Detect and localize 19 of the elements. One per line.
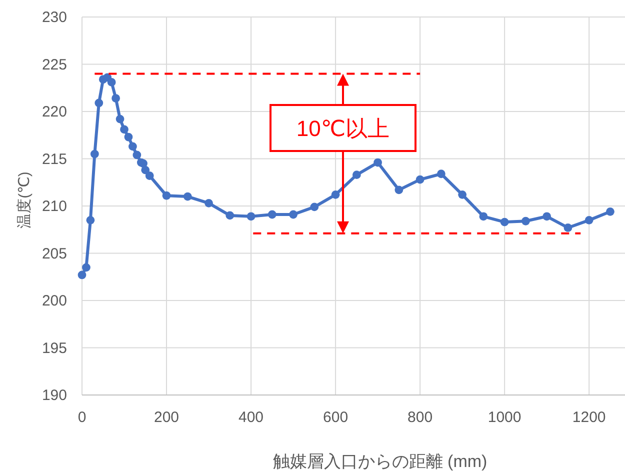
x-tick-label: 800 xyxy=(408,409,433,426)
y-tick-label: 190 xyxy=(42,387,67,404)
x-axis-title: 触媒層入口からの距離 (mm) xyxy=(272,452,488,471)
y-axis-title: 温度(℃) xyxy=(16,172,33,228)
x-tick-label: 400 xyxy=(238,409,264,426)
x-tick-label: 200 xyxy=(154,409,180,426)
y-tick-label: 220 xyxy=(42,104,67,120)
x-tick-label: 600 xyxy=(323,409,348,426)
y-tick-label: 230 xyxy=(42,9,67,26)
y-tick-label: 195 xyxy=(42,340,67,357)
y-tick-label: 210 xyxy=(42,198,67,215)
y-tick-label: 205 xyxy=(42,245,67,262)
y-tick-label: 215 xyxy=(42,150,67,168)
x-tick-label: 1200 xyxy=(572,409,606,426)
annotation: 10℃以上 xyxy=(296,116,390,141)
y-tick-label: 225 xyxy=(42,56,67,74)
x-tick-label: 1000 xyxy=(488,409,522,426)
x-tick-label: 0 xyxy=(78,409,86,426)
y-tick-label: 200 xyxy=(42,292,67,310)
